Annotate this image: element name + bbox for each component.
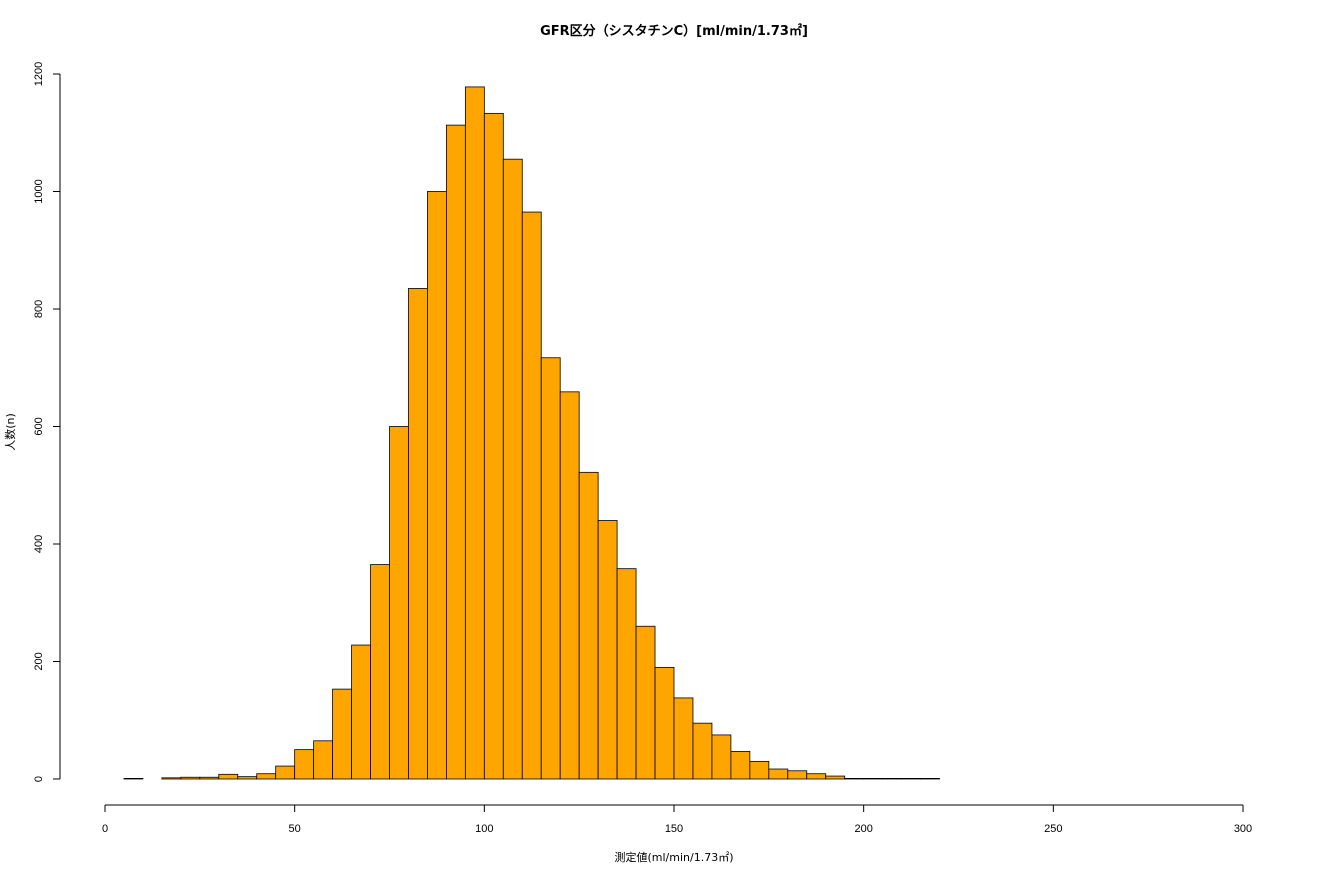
histogram-bar <box>825 775 846 780</box>
histogram-bar <box>654 666 675 780</box>
histogram-bar <box>920 778 940 780</box>
y-tick-label: 600 <box>33 417 45 435</box>
chart-title: GFR区分（シスタチンC）[ml/min/1.73㎡] <box>540 23 808 39</box>
histogram-bar <box>635 625 656 780</box>
histogram-bar <box>521 211 542 780</box>
histogram-bar <box>313 740 333 780</box>
x-tick-label: 200 <box>854 823 872 835</box>
histogram-bar <box>673 697 694 780</box>
histogram-bar <box>408 288 428 780</box>
histogram-bar <box>332 688 352 780</box>
histogram-bar <box>180 776 201 780</box>
x-axis-label: 測定値(ml/min/1.73㎡) <box>614 850 733 864</box>
histogram-bar <box>578 471 599 780</box>
histogram-bar <box>351 644 371 780</box>
histogram-bar <box>161 777 182 780</box>
histogram-bar <box>218 773 239 780</box>
histogram-bar <box>616 568 637 780</box>
histogram-bar <box>370 564 390 780</box>
y-tick-label: 400 <box>33 535 45 553</box>
histogram-bar <box>256 773 277 780</box>
histogram-bar <box>237 776 258 780</box>
x-tick-label: 0 <box>102 823 108 835</box>
y-tick-label: 1200 <box>33 62 45 86</box>
x-tick-label: 150 <box>665 823 683 835</box>
histogram-bar <box>559 391 580 780</box>
histogram-bar <box>275 765 296 780</box>
histogram-bar <box>844 778 865 780</box>
y-tick-label: 800 <box>33 300 45 318</box>
y-tick-label: 200 <box>33 652 45 670</box>
histogram-bar <box>901 778 921 780</box>
histogram-bar <box>540 357 561 780</box>
histogram-bar <box>427 191 447 780</box>
y-axis-label: 人数(n) <box>4 413 17 451</box>
histogram-bar <box>389 426 409 780</box>
histogram-bar <box>123 778 144 780</box>
histogram-bar <box>445 124 466 780</box>
x-tick-label: 300 <box>1234 823 1252 835</box>
histogram-bar <box>749 760 770 780</box>
histogram-bar <box>768 768 789 780</box>
y-tick-label: 0 <box>33 776 45 782</box>
histogram-bar <box>787 770 808 780</box>
histogram-bar <box>502 158 523 780</box>
histogram-bar <box>483 112 504 780</box>
bars-group <box>123 86 940 780</box>
histogram-bar <box>863 778 884 780</box>
histogram-bar <box>882 778 903 780</box>
histogram-bar <box>294 749 315 780</box>
histogram-bar <box>806 773 827 780</box>
histogram-bar <box>597 520 618 780</box>
y-tick-label: 1000 <box>33 179 45 203</box>
histogram-bar <box>464 86 485 780</box>
histogram-bar <box>199 776 220 780</box>
x-tick-label: 100 <box>475 823 493 835</box>
histogram-bar <box>692 722 713 780</box>
histogram-bar <box>730 750 751 780</box>
x-tick-label: 250 <box>1044 823 1062 835</box>
x-tick-label: 50 <box>289 823 301 835</box>
histogram-bar <box>711 734 732 780</box>
x-axis: 0 50 100 150 200 250 300 <box>102 804 1252 835</box>
y-axis: 0 200 400 600 800 1000 1200 <box>33 62 61 782</box>
